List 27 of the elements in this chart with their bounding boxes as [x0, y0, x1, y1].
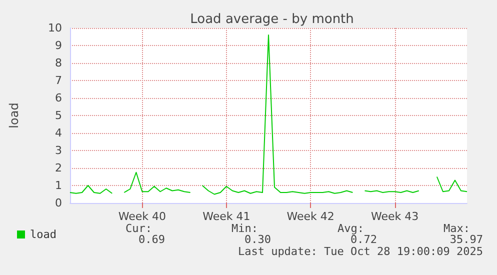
y-tick-label: 8: [55, 56, 62, 70]
y-tick-label: 0: [55, 196, 62, 210]
x-tick-label: Week 42: [286, 210, 334, 223]
text: Min:: [232, 222, 258, 235]
text: 0.30: [244, 233, 271, 246]
y-tick-label: 1: [55, 179, 62, 192]
chart-title: Load average - by month: [190, 12, 354, 27]
y-tick-label: 6: [55, 92, 62, 104]
x-tick-label: Week 41: [202, 210, 250, 223]
text: Cur:: [126, 222, 152, 235]
text: 0.69: [138, 233, 165, 246]
y-tick-label: 9: [55, 39, 62, 52]
y-tick-label: 7: [55, 74, 62, 87]
y-tick-label: 5: [55, 109, 62, 122]
legend-label: load: [30, 228, 56, 241]
text: Max:: [444, 222, 470, 235]
text: 0.72: [350, 233, 377, 246]
y-tick-label: 3: [55, 144, 62, 157]
y-tick-label: 2: [55, 162, 62, 174]
x-tick-label: Week 40: [118, 210, 166, 223]
text: Avg:: [338, 222, 364, 235]
y-tick-label: 4: [55, 126, 62, 140]
text: Last update: Tue Oct 28 19:00:09 2025: [238, 245, 483, 258]
y-tick-label: 10: [48, 22, 62, 34]
y-axis-title: load: [7, 102, 21, 128]
x-tick-label: Week 43: [371, 210, 419, 223]
text: 35.97: [450, 233, 483, 246]
